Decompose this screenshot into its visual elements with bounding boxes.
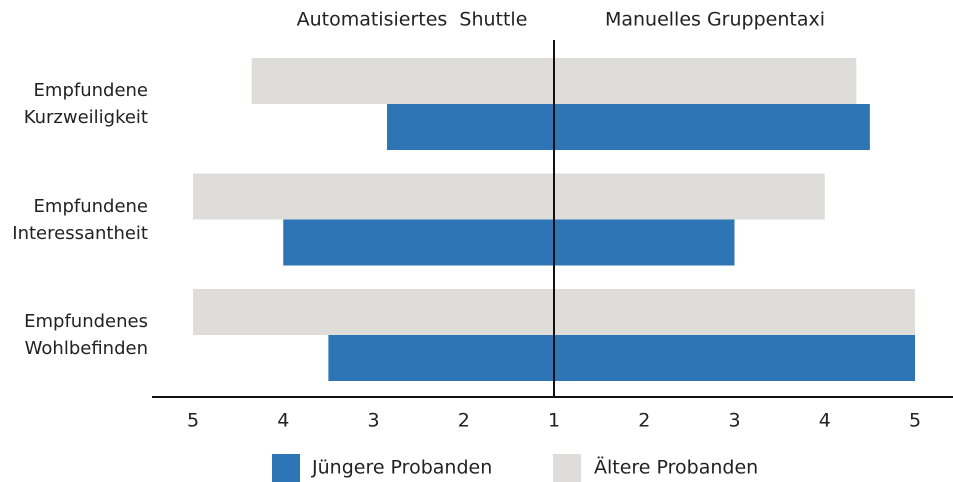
bar [328,335,554,381]
bar [554,335,915,381]
category-label: Empfundene Kurzweiligkeit [23,80,148,128]
x-tick-label: 5 [187,410,199,432]
bar [554,173,825,220]
legend-label: Jüngere Probanden [311,457,492,479]
x-tick-label: 2 [458,410,470,432]
legend-label: Ältere Probanden [594,456,758,479]
x-tick-label: 5 [909,410,921,432]
category-label: Empfundenes Wohlbefinden [24,311,148,359]
bar [193,173,554,220]
legend-swatch [272,454,300,482]
x-tick-label: 1 [548,410,560,432]
bar [283,219,554,266]
bar [554,219,735,266]
x-tick-label: 2 [638,410,650,432]
category-label: Empfundene Interessantheit [12,195,148,244]
bar [554,104,870,150]
x-tick-label: 3 [728,410,740,432]
panel-title: Automatisiertes Shuttle [297,9,528,31]
panel-title: Manuelles Gruppentaxi [605,9,825,31]
bar [193,289,554,335]
x-tick-label: 3 [367,410,379,432]
bar [387,104,554,150]
x-tick-label: 4 [819,410,831,432]
bar [554,289,915,335]
legend-swatch [553,454,581,482]
bar [554,58,857,104]
bar [251,58,554,104]
x-tick-label: 4 [277,410,289,432]
